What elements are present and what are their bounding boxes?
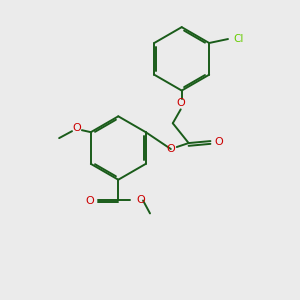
Text: Cl: Cl bbox=[233, 34, 243, 44]
Text: O: O bbox=[167, 144, 175, 154]
Text: O: O bbox=[136, 194, 145, 205]
Text: O: O bbox=[86, 196, 94, 206]
Text: O: O bbox=[73, 123, 81, 133]
Text: O: O bbox=[176, 98, 185, 108]
Text: O: O bbox=[214, 137, 223, 147]
